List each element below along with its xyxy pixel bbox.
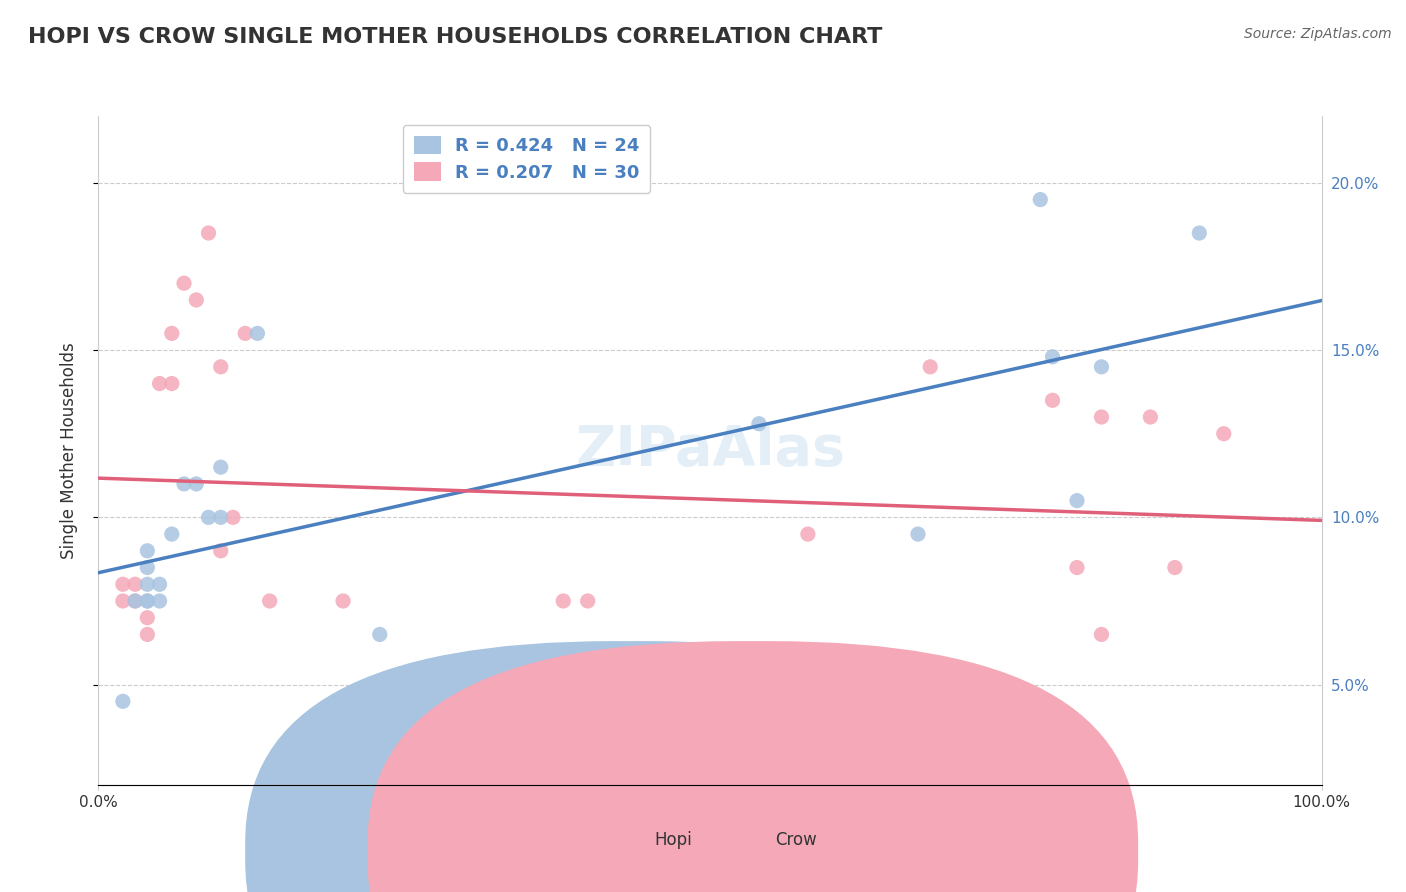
Point <box>111 577 134 591</box>
Point <box>136 543 159 558</box>
Point <box>1090 410 1112 425</box>
Legend: R = 0.424   N = 24, R = 0.207   N = 30: R = 0.424 N = 24, R = 0.207 N = 30 <box>402 125 651 193</box>
Point <box>368 627 391 641</box>
Point <box>136 610 159 624</box>
Text: Source: ZipAtlas.com: Source: ZipAtlas.com <box>1244 27 1392 41</box>
Point <box>173 276 195 290</box>
Point <box>233 326 256 341</box>
Point <box>209 510 232 524</box>
Point <box>136 594 159 608</box>
Point <box>259 594 281 608</box>
Point <box>576 594 599 608</box>
Point <box>332 594 354 608</box>
FancyBboxPatch shape <box>367 641 1139 892</box>
Point <box>136 594 159 608</box>
Point <box>136 560 159 574</box>
Text: HOPI VS CROW SINGLE MOTHER HOUSEHOLDS CORRELATION CHART: HOPI VS CROW SINGLE MOTHER HOUSEHOLDS CO… <box>28 27 883 46</box>
Point <box>197 226 219 240</box>
Point <box>186 293 208 307</box>
Point <box>1164 560 1187 574</box>
Point <box>748 417 770 431</box>
Point <box>149 376 172 391</box>
Point <box>149 594 172 608</box>
Point <box>149 577 172 591</box>
Point <box>1004 711 1026 725</box>
Point <box>797 527 820 541</box>
Point <box>160 326 183 341</box>
Point <box>1090 627 1112 641</box>
Point <box>1029 193 1052 207</box>
Point <box>186 476 208 491</box>
Point <box>111 694 134 708</box>
Point <box>136 627 159 641</box>
Point <box>246 326 269 341</box>
Point <box>1188 226 1211 240</box>
Point <box>222 510 245 524</box>
Point <box>1066 493 1088 508</box>
Point <box>209 460 232 475</box>
Text: Hopi: Hopi <box>654 831 692 849</box>
Text: ZIPaAlas: ZIPaAlas <box>575 424 845 477</box>
Point <box>124 594 146 608</box>
Point <box>173 476 195 491</box>
Point <box>553 594 575 608</box>
Point <box>1042 350 1064 364</box>
Point <box>1139 410 1161 425</box>
Point <box>197 510 219 524</box>
Point <box>1212 426 1234 441</box>
Point <box>160 527 183 541</box>
Y-axis label: Single Mother Households: Single Mother Households <box>59 343 77 558</box>
FancyBboxPatch shape <box>245 641 1015 892</box>
Point <box>136 577 159 591</box>
Point <box>920 359 942 374</box>
Text: Crow: Crow <box>775 831 817 849</box>
Point <box>124 577 146 591</box>
Point <box>111 594 134 608</box>
Point <box>209 543 232 558</box>
Point <box>209 359 232 374</box>
Point <box>1066 560 1088 574</box>
Point <box>160 376 183 391</box>
Point <box>1090 359 1112 374</box>
Point <box>124 594 146 608</box>
Point <box>907 527 929 541</box>
Point <box>1042 393 1064 408</box>
